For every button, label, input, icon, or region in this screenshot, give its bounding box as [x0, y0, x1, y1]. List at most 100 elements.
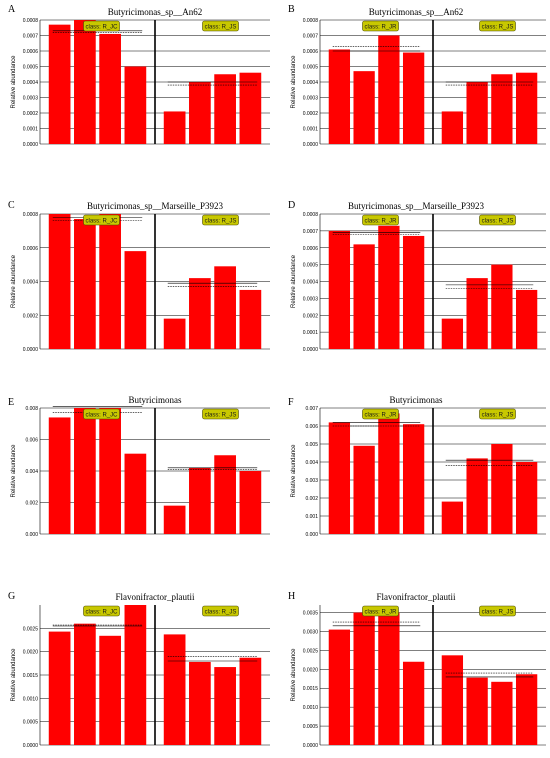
bar: [189, 278, 211, 349]
y-tick-label: 0.0015: [303, 686, 319, 692]
bar-chart: Relative abundance 0.0000 0.0002 0.0004 0.00…: [11, 212, 270, 353]
bar: [491, 444, 513, 534]
y-tick-label: 0.0030: [303, 629, 319, 635]
y-tick-label: 0.0015: [23, 673, 39, 679]
bar: [189, 82, 211, 144]
y-tick-label: 0.0000: [303, 347, 319, 353]
class-badge: [362, 408, 399, 420]
y-tick-label: 0.0010: [23, 696, 39, 702]
y-tick-label: 0.0001: [303, 127, 319, 133]
bar: [239, 289, 262, 349]
y-tick-label: 0.0001: [303, 330, 319, 336]
bar: [515, 462, 538, 534]
panel-label: A: [8, 4, 16, 15]
bar: [214, 74, 236, 144]
class-badge-label: class: R_JC: [85, 412, 118, 418]
y-tick-label: 0.0005: [303, 65, 319, 71]
bar-chart: Relative abundance 0.000 0.001 0.002 0.003 0.…: [291, 406, 546, 538]
bar: [378, 35, 400, 144]
y-tick-label: 0.0005: [23, 65, 39, 71]
bar: [239, 471, 262, 534]
bar: [466, 82, 488, 144]
y-tick-label: 0.000: [25, 532, 38, 538]
y-tick-label: 0.0004: [303, 80, 319, 86]
chart-title: Butyricimonas_sp__An62: [368, 7, 464, 17]
y-tick-label: 0.002: [25, 501, 38, 507]
y-tick-label: 0.0002: [23, 313, 39, 319]
class-badge: [202, 20, 239, 32]
y-tick-label: 0.0002: [23, 111, 39, 117]
bar: [353, 612, 375, 745]
class-badge-label: class: R_JS: [205, 218, 237, 224]
y-axis-label: Relative abundance: [11, 55, 17, 109]
y-tick-label: 0.0002: [303, 313, 319, 319]
y-tick-label: 0.0010: [303, 705, 319, 711]
y-tick-label: 0.0007: [303, 34, 319, 40]
class-badge: [83, 605, 120, 617]
y-axis-label: Relative abundance: [11, 444, 17, 498]
bar: [163, 505, 186, 534]
class-badge-label: class: R_JC: [85, 609, 118, 615]
bar: [515, 289, 538, 349]
bar-chart: Relative abundance 0.0000 0.0001 0.0002 0.00…: [291, 18, 546, 148]
chart-title: Flavonifractor_plautii: [115, 592, 195, 602]
y-tick-label: 0.0025: [303, 648, 319, 654]
bar: [515, 72, 538, 144]
bar: [74, 20, 96, 144]
class-badge: [479, 605, 516, 617]
y-tick-label: 0.0004: [303, 280, 319, 286]
y-tick-label: 0.0001: [23, 127, 39, 133]
y-tick-label: 0.0000: [23, 347, 39, 353]
class-badge: [479, 214, 516, 226]
y-axis-label: Relative abundance: [291, 444, 297, 498]
y-tick-label: 0.008: [25, 406, 38, 412]
bar: [466, 677, 488, 745]
y-tick-label: 0.0000: [303, 743, 319, 749]
bar: [48, 417, 71, 534]
class-badge: [202, 605, 239, 617]
bar: [402, 52, 425, 144]
y-tick-label: 0.004: [305, 460, 318, 466]
y-tick-label: 0.0006: [23, 49, 39, 55]
bar: [99, 408, 121, 534]
bar: [441, 318, 464, 349]
y-tick-label: 0.006: [25, 438, 38, 444]
bar: [378, 612, 400, 745]
y-tick-label: 0.0008: [303, 18, 319, 24]
bar: [328, 422, 351, 534]
bar: [163, 318, 186, 349]
bar: [189, 661, 211, 745]
chart-title: Butyricimonas_sp__Marseille_P3923: [348, 201, 484, 211]
y-axis-label: Relative abundance: [291, 254, 297, 308]
bar: [214, 266, 236, 349]
y-tick-label: 0.0007: [303, 229, 319, 235]
bar: [441, 655, 464, 745]
y-tick-label: 0.0020: [303, 667, 319, 673]
bar-chart: Relative abundance 0.0000 0.0001 0.0002 0.00…: [291, 212, 546, 353]
class-badge-label: class: R_JS: [482, 24, 514, 30]
class-badge-label: class: R_JR: [364, 609, 397, 615]
y-tick-label: 0.0002: [303, 111, 319, 117]
bar: [74, 219, 96, 349]
y-tick-label: 0.006: [305, 424, 318, 430]
class-badge-label: class: R_JR: [364, 218, 397, 224]
bar: [239, 657, 262, 745]
bar-chart: Relative abundance 0.0000 0.0005 0.0010 0.00…: [11, 605, 270, 749]
bar: [441, 111, 464, 144]
bar: [515, 674, 538, 745]
panel-label: C: [8, 200, 15, 211]
panel-label: F: [288, 397, 294, 408]
class-badge-label: class: R_JS: [205, 609, 237, 615]
bar: [163, 634, 186, 745]
bar: [402, 235, 425, 349]
y-tick-label: 0.0008: [303, 212, 319, 218]
y-tick-label: 0.0000: [23, 743, 39, 749]
bar: [402, 424, 425, 534]
bar: [99, 214, 121, 349]
bar: [163, 111, 186, 144]
bar: [239, 72, 262, 144]
chart-title: Butyricimonas: [389, 395, 443, 405]
bar: [124, 453, 147, 534]
y-tick-label: 0.003: [305, 478, 318, 484]
